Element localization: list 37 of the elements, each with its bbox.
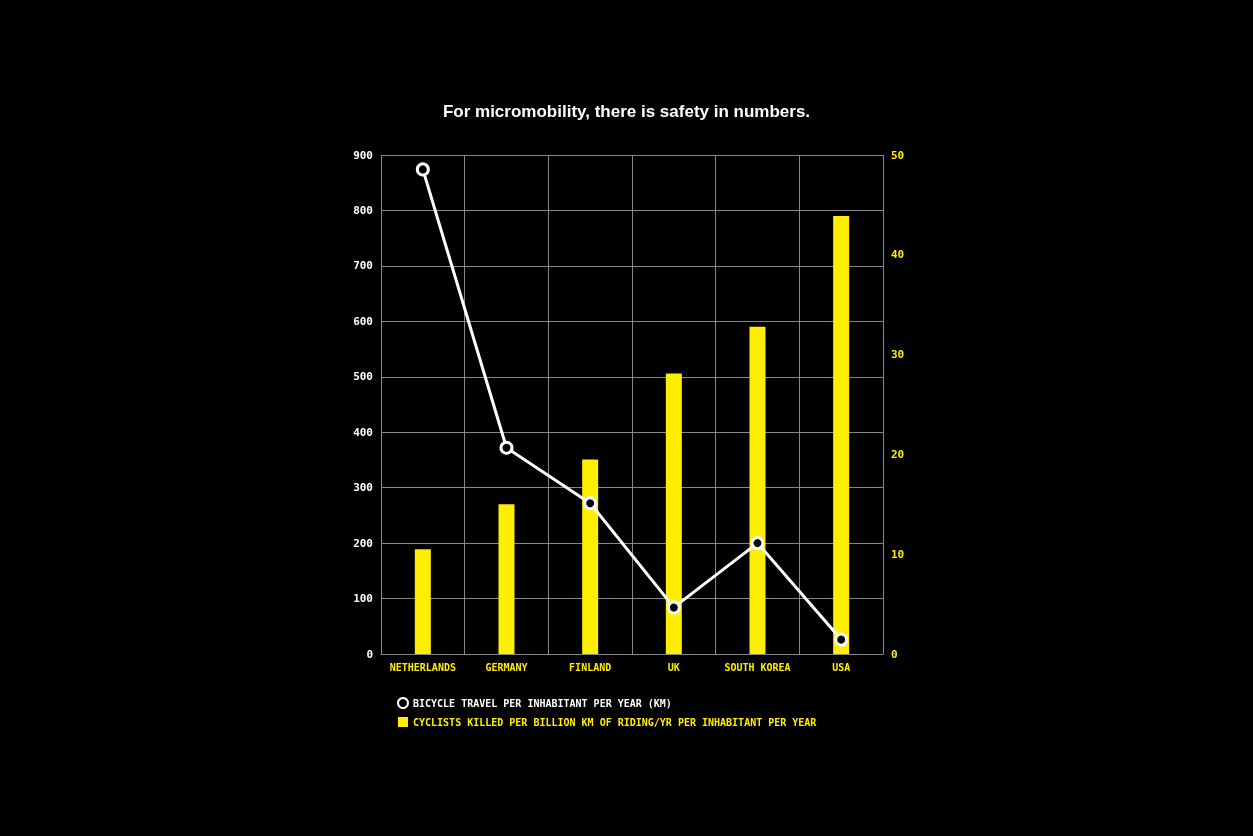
x-tick-label: USA: [832, 661, 851, 673]
y-tick-label: 700: [353, 259, 373, 273]
y2-tick-label: 10: [891, 547, 905, 561]
y-tick-label: 100: [353, 592, 373, 606]
bar: [833, 215, 850, 654]
x-tick-label: GERMANY: [485, 661, 528, 673]
x-tick-label: UK: [667, 661, 680, 673]
bar: [749, 326, 766, 654]
y2-tick-label: 0: [891, 647, 898, 661]
point: [499, 440, 514, 455]
bar: [414, 549, 431, 654]
bar: [665, 373, 682, 654]
point: [834, 632, 849, 647]
point: [750, 536, 765, 551]
point: [583, 496, 598, 511]
y-tick-label: 600: [353, 314, 373, 328]
y-tick-label: 300: [353, 481, 373, 495]
y2-tick-label: 50: [891, 148, 905, 162]
y-tick-label: 500: [353, 370, 373, 384]
point: [415, 162, 430, 177]
y2-tick-label: 20: [891, 447, 905, 461]
y2-tick-label: 40: [891, 248, 905, 262]
y-tick-label: 0: [366, 647, 373, 661]
chart-title: For micromobility, there is safety in numbers.: [442, 102, 811, 121]
legend-label: CYCLISTS KILLED PER BILLION KM OF RIDING/YR PER INHABITANT PER YEAR: [413, 716, 818, 728]
bar: [582, 459, 599, 654]
point: [666, 600, 681, 615]
x-tick-label: SOUTH KOREA: [724, 661, 791, 673]
bar: [498, 504, 515, 654]
x-tick-label: NETHERLANDS: [389, 661, 456, 673]
y-tick-label: 400: [353, 425, 373, 439]
y-tick-label: 900: [353, 148, 373, 162]
y-tick-label: 200: [353, 536, 373, 550]
x-tick-label: FINLAND: [569, 661, 612, 673]
y2-tick-label: 30: [891, 348, 905, 362]
legend-label: BICYCLE TRAVEL PER INHABITANT PER YEAR (KM): [413, 697, 672, 709]
y-tick-label: 800: [353, 203, 373, 217]
